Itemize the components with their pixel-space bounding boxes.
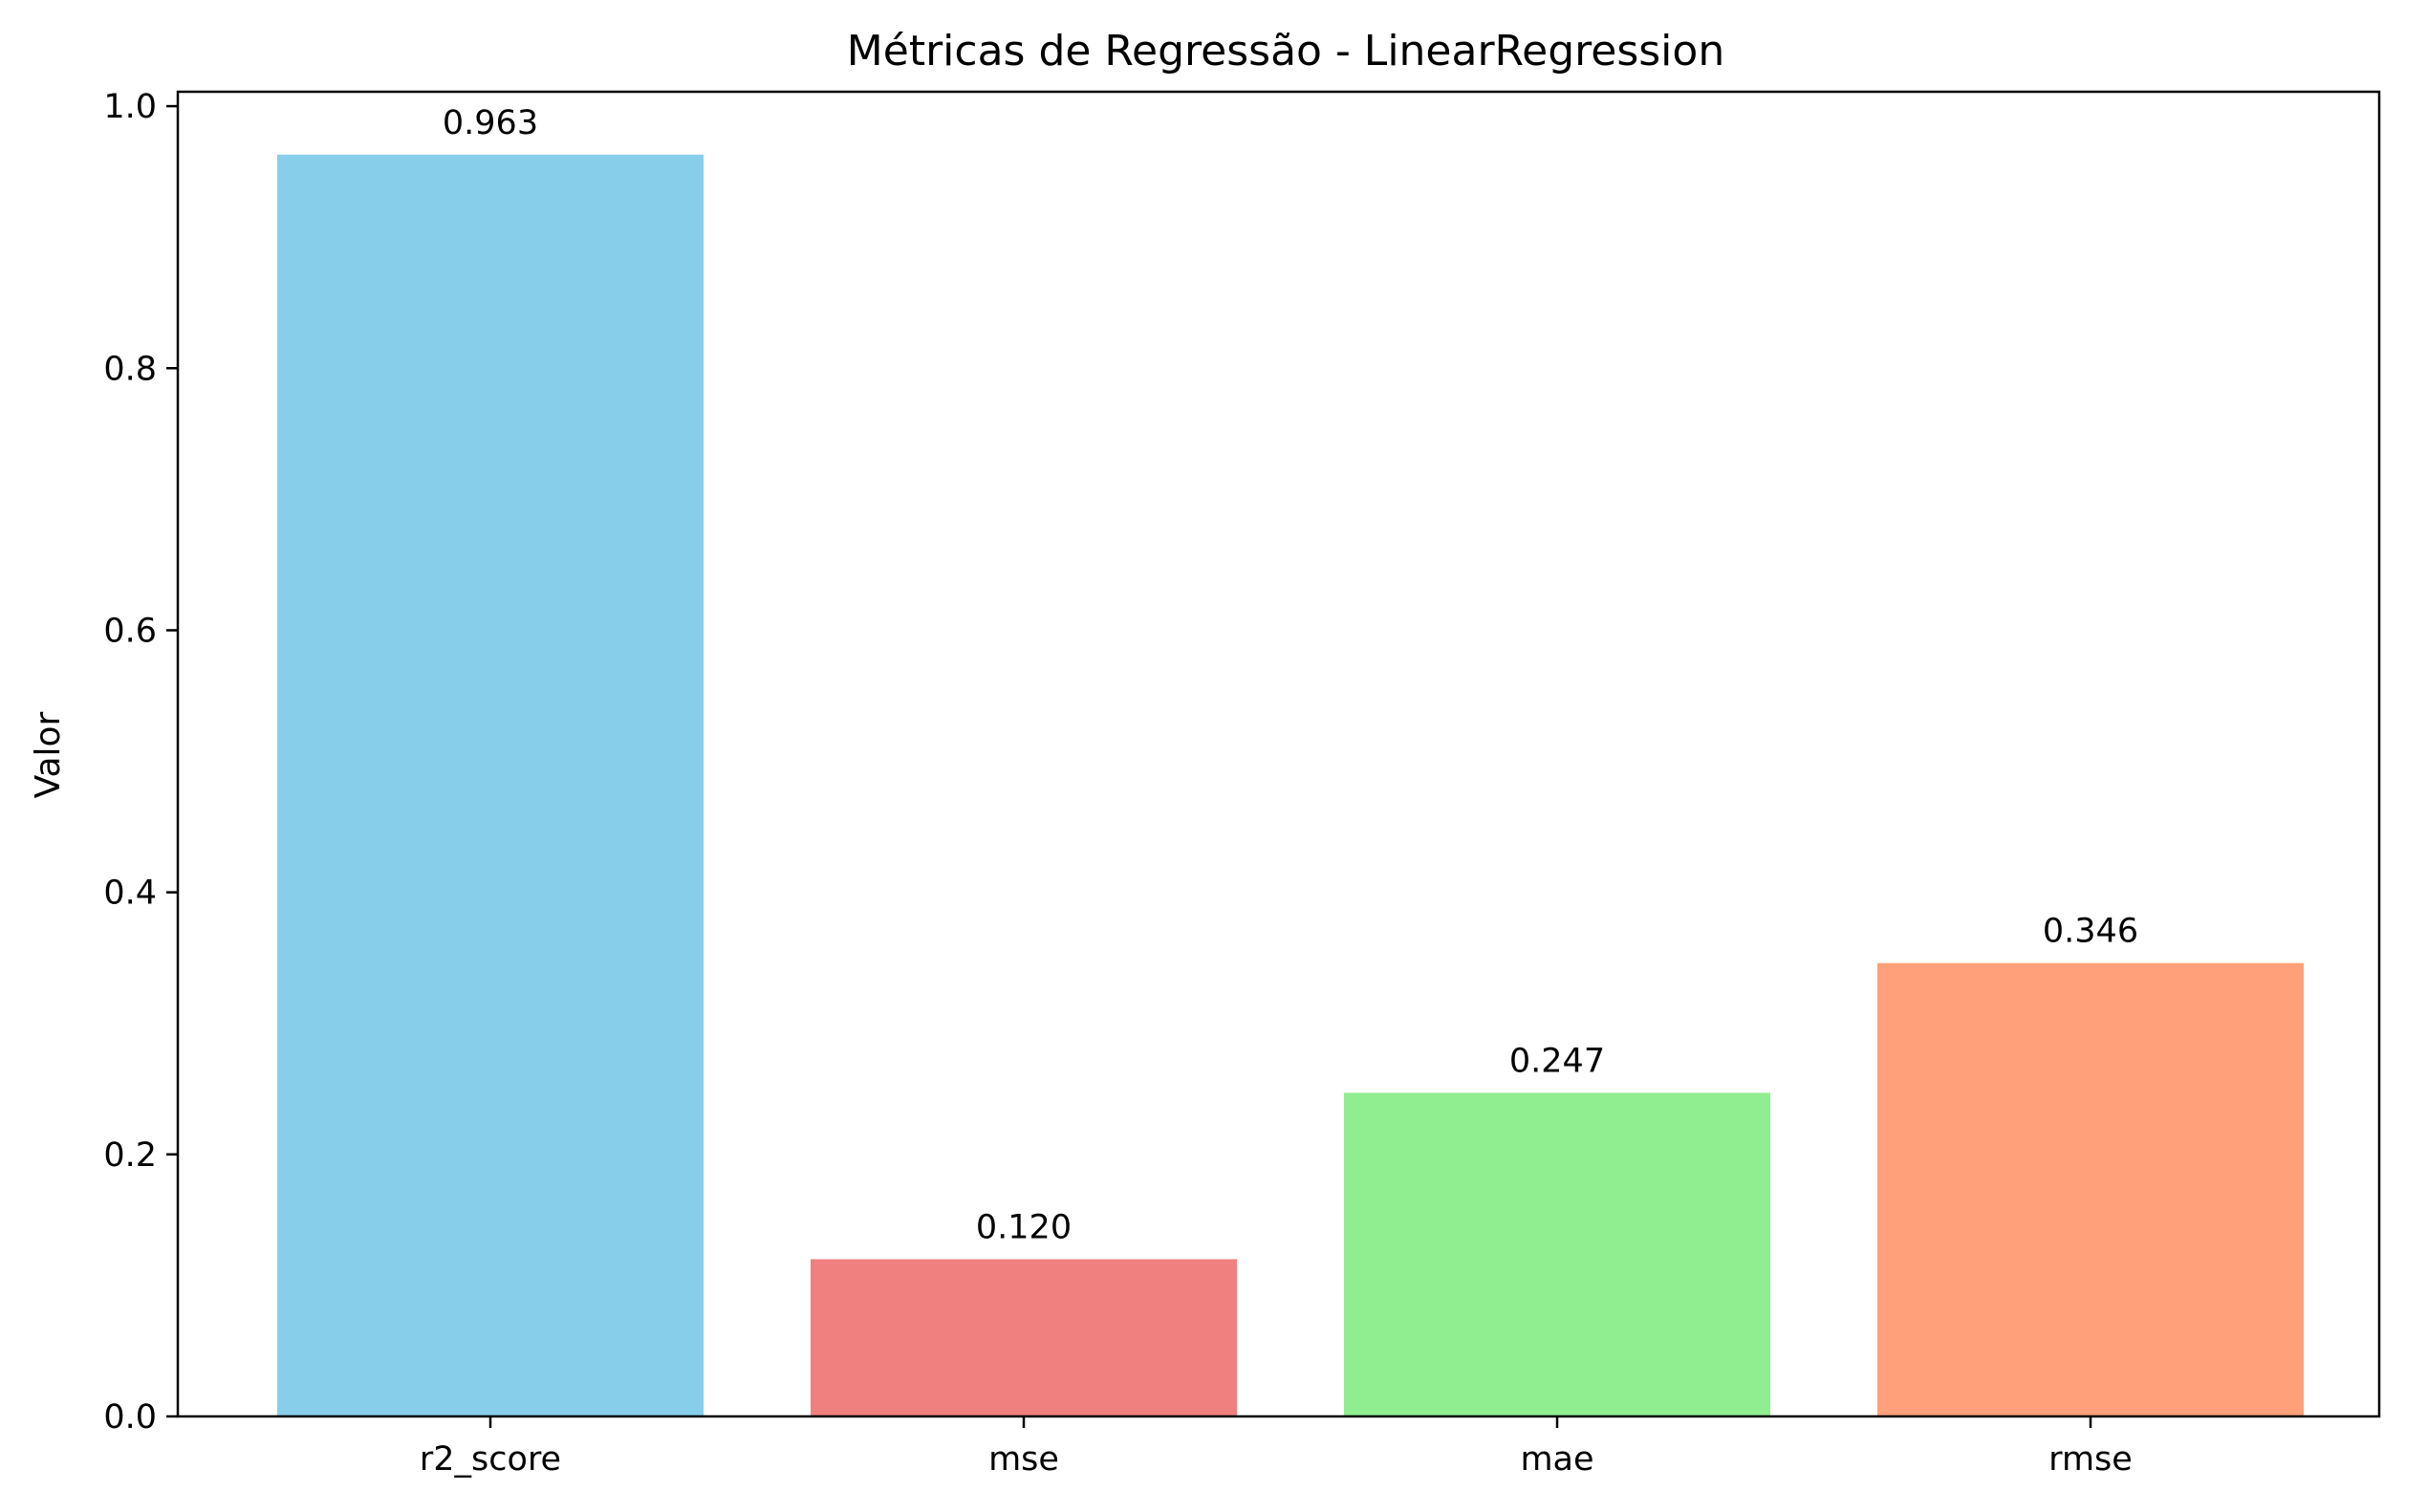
y-tick-label: 1.0 — [103, 88, 157, 126]
data-label-r2-score: 0.963 — [443, 104, 538, 142]
data-label-rmse: 0.346 — [2043, 913, 2138, 951]
x-tick-label-r2-score: r2_score — [420, 1440, 561, 1479]
bars-group — [277, 154, 2304, 1416]
data-label-mse: 0.120 — [976, 1208, 1072, 1246]
bar-r2-score — [277, 154, 704, 1416]
y-axis-label: Valor — [29, 711, 68, 798]
y-tick-label: 0.8 — [103, 350, 157, 388]
chart-title: Métricas de Regressão - LinearRegression — [847, 27, 1724, 76]
data-labels-group: 0.963 0.120 0.247 0.346 — [443, 104, 2138, 1247]
y-tick-label: 0.0 — [103, 1398, 157, 1436]
x-tick-label-rmse: rmse — [2048, 1440, 2133, 1479]
y-axis: 0.0 0.2 0.4 0.6 0.8 1.0 — [103, 88, 178, 1436]
bar-rmse — [1877, 962, 2304, 1416]
data-label-mae: 0.247 — [1509, 1042, 1605, 1080]
y-tick-label: 0.6 — [103, 612, 157, 650]
bar-mse — [811, 1259, 1237, 1416]
plot-area-frame — [176, 90, 2381, 1418]
x-axis: r2_score mse mae rmse — [420, 1416, 2133, 1479]
x-tick-label-mae: mae — [1520, 1440, 1593, 1479]
y-tick-label: 0.4 — [103, 875, 157, 913]
x-tick-label-mse: mse — [988, 1440, 1059, 1479]
bar-mae — [1344, 1092, 1770, 1416]
y-tick-label: 0.2 — [103, 1136, 157, 1175]
